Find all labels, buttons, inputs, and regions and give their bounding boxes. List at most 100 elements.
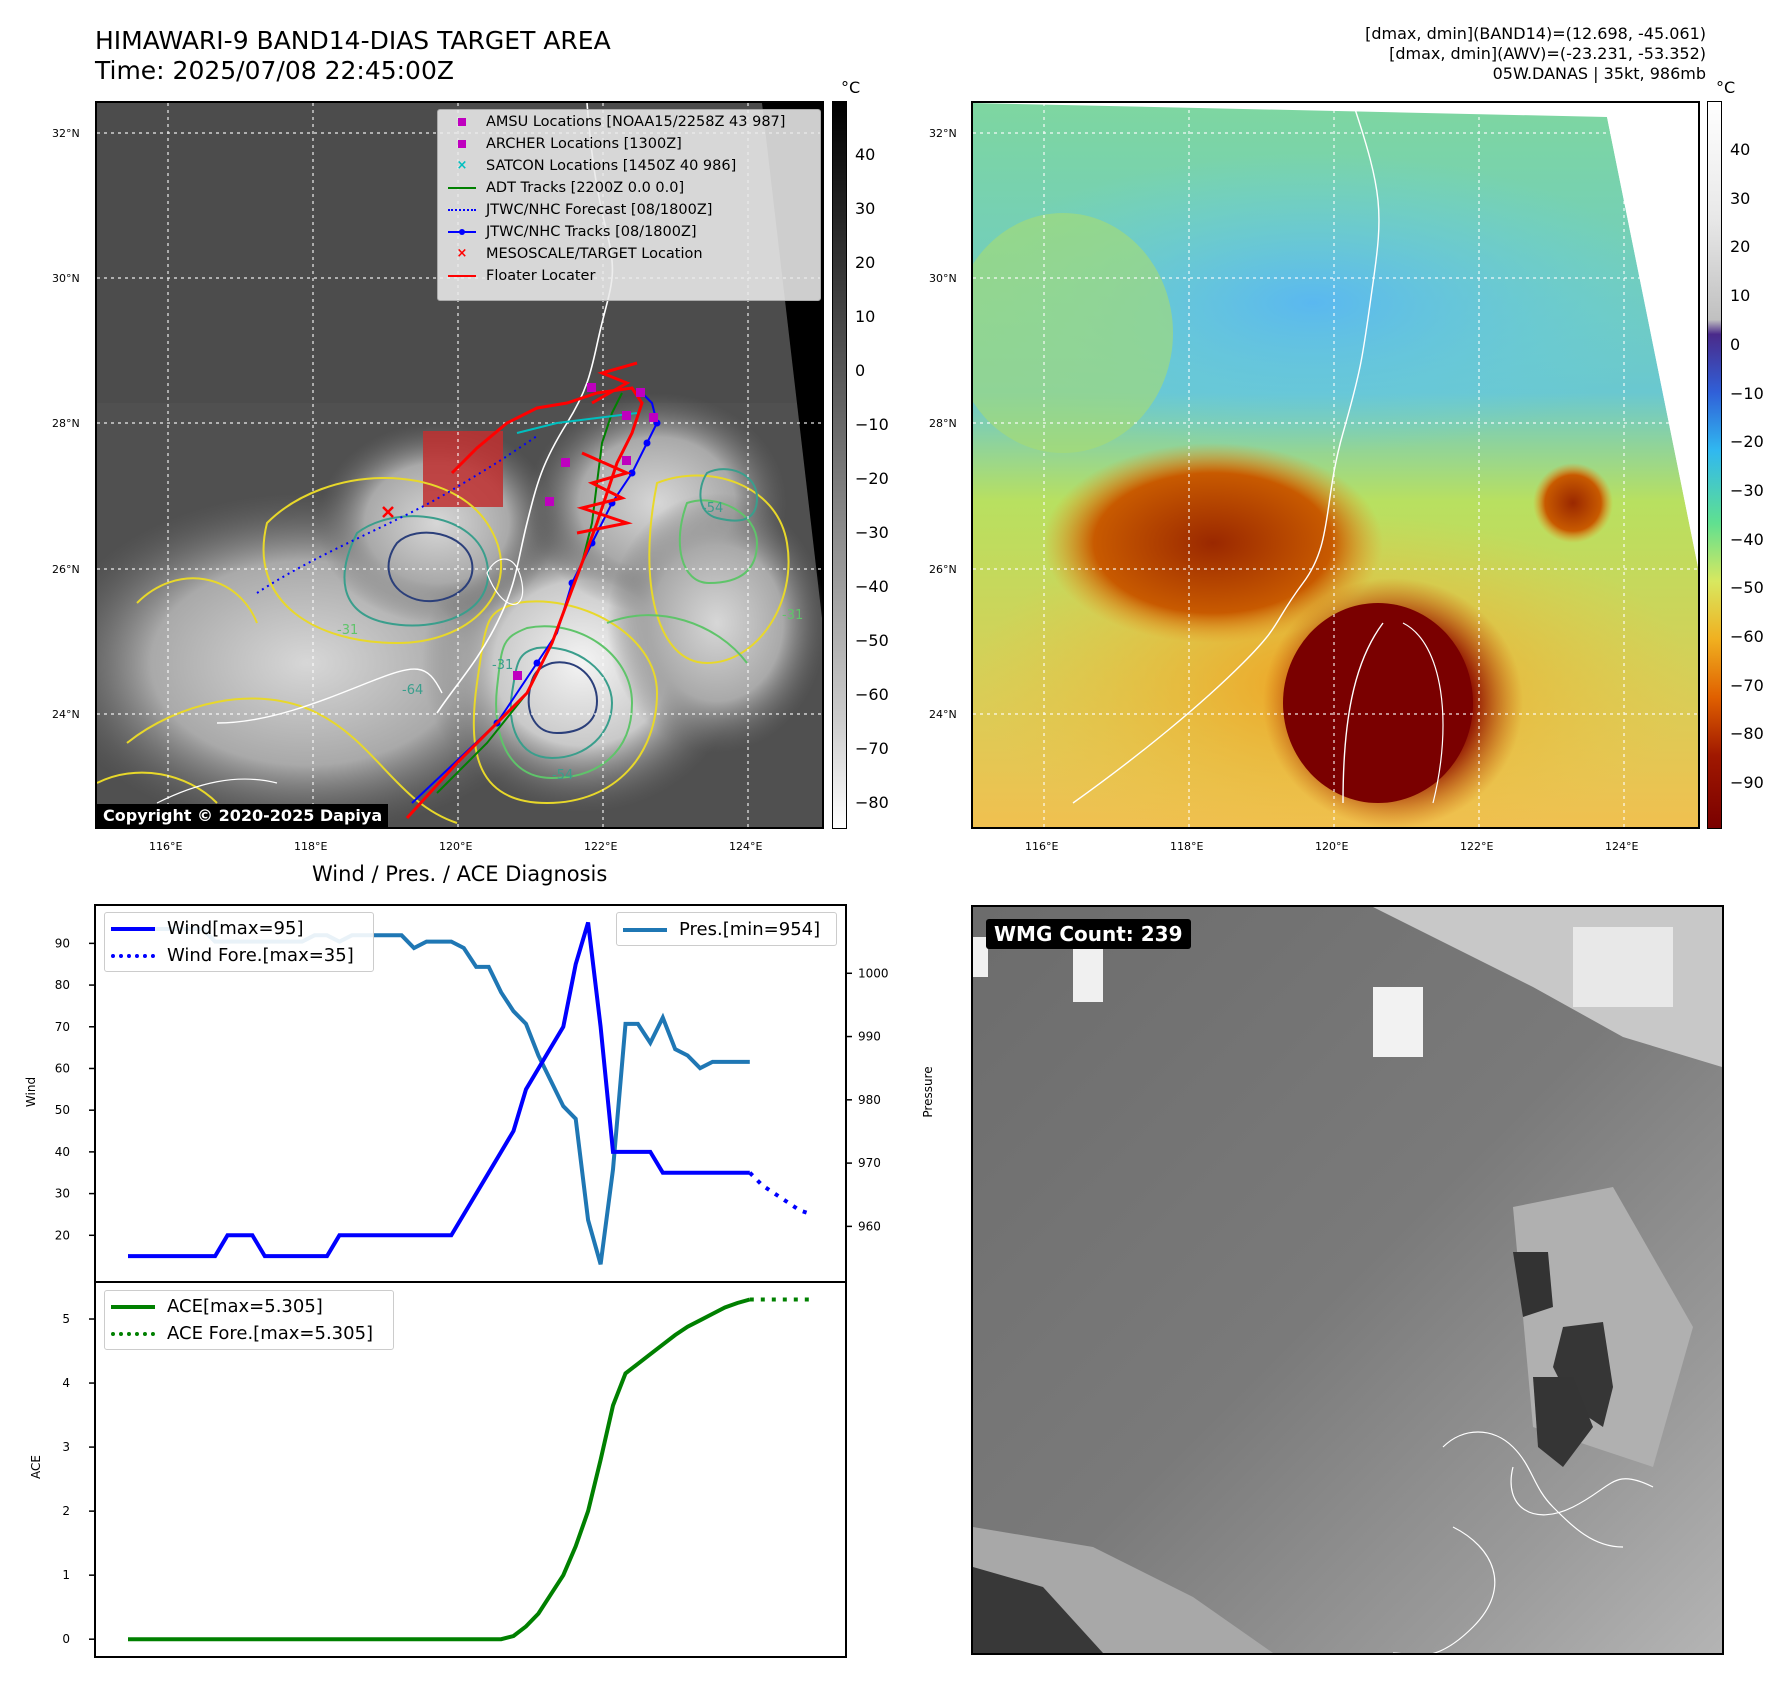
ace-y-axis: 0 1 2 3 4 5 [62,1312,95,1646]
wind-legend: Wind[max=95] Wind Fore.[max=35] [104,912,374,972]
wind-axis-label: Wind [24,1076,38,1108]
line-icon [111,1304,155,1309]
colorbar-tick-label: 40 [855,145,876,164]
awv-map-graphics [973,103,1698,827]
legend-item-archer: ARCHER Locations [1300Z] [448,136,682,152]
contour-label: -31 [337,623,359,638]
dotted-line-icon [448,204,476,216]
contour-label: -64 [402,683,424,698]
axis-tick-label: 1 [62,1568,70,1582]
axis-tick-label: 20 [55,1228,70,1242]
dotted-line-icon [111,1331,155,1336]
x-icon: × [456,158,468,173]
ace-axis-label: ACE [29,1455,43,1479]
ir-colorbar [832,101,847,829]
colorbar-unit: °C [841,78,861,97]
lat-label: 24°N [52,708,80,721]
axis-tick-label: 80 [55,978,70,992]
lat-label: 32°N [52,127,80,140]
colorbar-tick-label: 10 [1730,286,1751,306]
lon-label: 116°E [1025,840,1059,853]
colorbar-tick-label: −40 [855,577,889,596]
colorbar-tick-label: −50 [855,631,889,650]
colorbar-tick-label: −60 [1730,627,1764,646]
legend-item-target: × MESOSCALE/TARGET Location [448,246,703,262]
ace-series [128,1297,751,1642]
colorbar-tick-label: −70 [1730,675,1764,695]
dotted-line-icon [111,953,155,958]
square-icon [448,116,476,128]
axis-tick-label: 0 [62,1632,70,1646]
legend-item-wind-forecast: Wind Fore.[max=35] [105,942,373,969]
colorbar-tick-label: 20 [855,253,876,272]
x-icon: × [456,246,468,261]
line-dot-icon [448,226,476,238]
lon-label: 118°E [1170,840,1204,853]
colorbar-tick-label: 10 [855,307,876,326]
axis-tick-label: 40 [55,1145,70,1159]
meta-awv: [dmax, dmin](AWV)=(-23.231, -53.352) [1389,44,1706,63]
pressure-axis-label: Pressure [921,1066,935,1118]
line-icon [623,927,667,932]
copyright-label: Copyright © 2020-2025 Dapiya [97,804,389,827]
chart-time: Time: 2025/07/08 22:45:00Z [95,56,454,85]
axis-tick-label: 60 [55,1061,70,1075]
lon-label: 122°E [1460,840,1494,853]
lat-label: 26°N [52,563,80,576]
contour-label: -54 [552,768,574,783]
colorbar-tick-label: 40 [1730,140,1751,159]
lon-label: 116°E [149,840,183,853]
axis-tick-label: 2 [62,1504,70,1518]
contour-label: -54 [702,501,724,516]
lon-label: 124°E [729,840,763,853]
lat-label: 28°N [929,417,957,430]
colorbar-tick-label: −20 [1730,432,1764,452]
axis-tick-label: 980 [858,1093,881,1107]
axis-tick-label: 30 [55,1187,70,1201]
lat-label: 30°N [52,272,80,285]
wind-series [128,921,750,1259]
legend-item-jtwc-forecast: JTWC/NHC Forecast [08/1800Z] [448,202,712,218]
legend-item-pressure: Pres.[min=954] [617,916,836,943]
legend-item-amsu: AMSU Locations [NOAA15/2258Z 43 987] [448,114,785,130]
colorbar-tick-label: −10 [1730,383,1764,403]
wmg-panel: WMG Count: 239 [971,905,1724,1655]
colorbar-tick-label: −10 [855,415,889,434]
colorbar-tick-label: −80 [1730,724,1764,744]
legend-item-ace: ACE[max=5.305] [105,1293,393,1320]
colorbar-tick-label: −80 [855,793,889,812]
colorbar-tick-label: −20 [855,469,889,488]
lat-label: 28°N [52,417,80,430]
ir-satellite-map: -31 -54 -31 -64 -54 -31 Copyright © 2020… [95,101,824,829]
wind-y-axis: 20 30 40 50 60 70 80 90 [55,936,95,1242]
axis-tick-label: 50 [55,1103,70,1117]
diagnosis-title: Wind / Pres. / ACE Diagnosis [312,862,608,886]
pressure-legend: Pres.[min=954] [616,912,837,946]
axis-tick-label: 970 [858,1156,881,1170]
axis-tick-label: 5 [62,1312,70,1326]
colorbar-tick-label: 0 [855,361,866,380]
colorbar-tick-label: 20 [1730,237,1751,257]
colorbar-tick-label: −30 [1730,480,1764,500]
awv-satellite-map [971,101,1700,829]
lat-label: 30°N [929,272,957,285]
colorbar-unit: °C [1716,78,1736,97]
colorbar-tick-label: −90 [1730,773,1764,793]
axis-tick-label: 90 [55,936,70,950]
lon-label: 120°E [439,840,473,853]
axis-tick-label: 3 [62,1440,70,1454]
pressure-y-axis: 960 970 980 990 1000 [846,966,889,1233]
legend-item-wind: Wind[max=95] [105,915,373,942]
lat-label: 24°N [929,708,957,721]
axis-tick-label: 4 [62,1376,70,1390]
contour-label: -31 [782,608,804,623]
line-icon [111,926,155,931]
lat-label: 32°N [929,127,957,140]
legend-item-satcon: × SATCON Locations [1450Z 40 986] [448,158,737,174]
colorbar-tick-label: −30 [855,523,889,542]
legend-item-jtwc-tracks: JTWC/NHC Tracks [08/1800Z] [448,224,697,240]
meta-band14: [dmax, dmin](BAND14)=(12.698, -45.061) [1365,24,1706,43]
wmg-count-badge: WMG Count: 239 [986,919,1191,949]
contour-label: -31 [492,658,514,673]
lon-label: 122°E [584,840,618,853]
